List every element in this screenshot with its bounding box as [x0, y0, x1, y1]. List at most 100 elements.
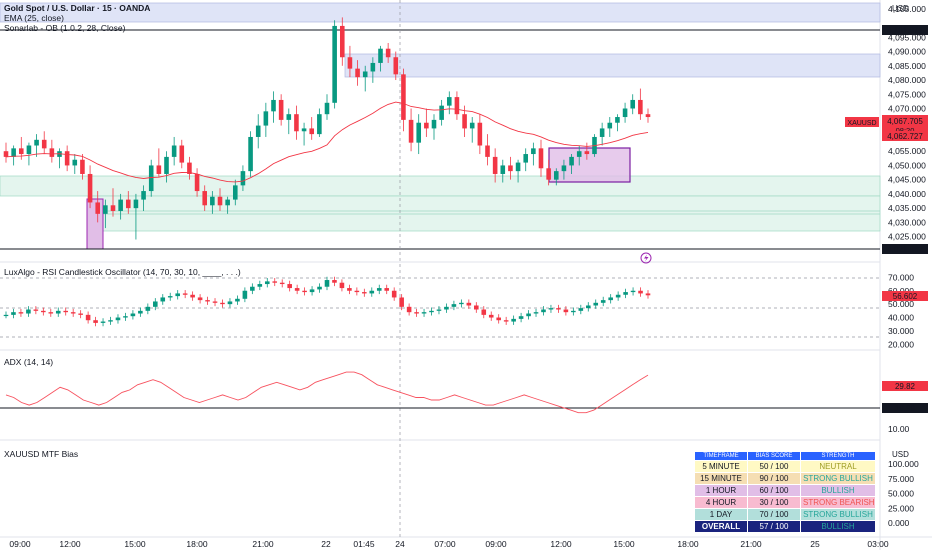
time-tick: 24 — [395, 539, 405, 549]
candle — [408, 108, 414, 152]
row-score: 50 / 100 — [747, 460, 801, 473]
candle — [332, 20, 337, 109]
row-score: 90 / 100 — [747, 472, 801, 485]
row-score: 60 / 100 — [747, 484, 801, 497]
candle — [171, 136, 177, 166]
rsi-value-label: 56.602 — [882, 291, 928, 301]
ob-box-right — [548, 147, 631, 183]
rsi-axis[interactable]: 70.000 60.000 50.000 40.000 30.000 20.000 — [888, 272, 914, 349]
table-row: 15 MINUTE 90 / 100 STRONG BULLISH — [694, 472, 876, 485]
rsi-candle — [242, 287, 248, 303]
rsi-candle — [324, 276, 330, 291]
candle — [424, 108, 429, 137]
symbol-title[interactable]: Gold Spot / U.S. Dollar · 15 · OANDA — [4, 3, 151, 13]
bias-axis[interactable]: 100.000 75.000 50.000 25.000 0.000 — [888, 459, 919, 528]
price-tick: 4,090.000 — [888, 47, 926, 57]
candle — [362, 65, 368, 92]
rsi-candle — [384, 284, 390, 295]
bias-tick: 75.000 — [888, 474, 914, 484]
rsi-candles — [3, 276, 651, 327]
candle — [615, 114, 620, 132]
rsi-candle — [608, 294, 613, 304]
candle — [454, 91, 460, 120]
candle — [294, 105, 299, 140]
rsi-value: 56.602 — [893, 292, 918, 301]
rsi-candle — [533, 308, 539, 317]
candle — [638, 88, 643, 120]
candle — [378, 45, 383, 72]
rsi-candle — [197, 294, 203, 304]
ob-legend[interactable]: Sonarlab - OB (1.0.2, 28, Close) — [4, 23, 126, 33]
header-strength: STRENGTH — [800, 451, 876, 461]
candle — [110, 188, 116, 217]
candle — [324, 94, 330, 120]
price-tick: 4,050.000 — [888, 160, 926, 170]
price-tick: 4,105.000 — [888, 4, 926, 14]
rsi-candle — [548, 304, 554, 313]
rsi-candle — [526, 310, 531, 320]
candle — [523, 148, 529, 172]
countdown-value: 08:20 — [896, 126, 915, 135]
symbol-tag: XAUUSD — [845, 117, 879, 127]
price-tick: 4,035.000 — [888, 203, 926, 213]
bearish-zone-top — [0, 2, 881, 23]
rsi-candle — [85, 311, 91, 324]
rsi-candle — [287, 280, 292, 292]
rsi-candle — [235, 295, 240, 305]
rsi-legend[interactable]: LuxAlgo - RSI Candlestick Oscillator (14… — [4, 267, 241, 277]
rsi-candle — [33, 306, 39, 315]
rsi-candle — [11, 308, 16, 319]
candle — [607, 117, 613, 137]
candle — [393, 51, 399, 81]
time-tick: 07:00 — [434, 539, 456, 549]
candle — [569, 154, 574, 174]
table-row: 1 DAY 70 / 100 STRONG BULLISH — [694, 508, 876, 521]
candle — [309, 117, 315, 140]
rsi-candle — [78, 310, 83, 319]
candle — [546, 159, 551, 186]
price-tick: 4,095.000 — [888, 32, 926, 42]
candle — [416, 114, 422, 155]
price-tick: 4,055.000 — [888, 146, 926, 156]
rsi-candle — [481, 306, 487, 319]
rsi-tick: 20.000 — [888, 339, 914, 349]
rsi-tick: 30.000 — [888, 326, 914, 336]
price-tick: 4,030.000 — [888, 217, 926, 227]
candle — [561, 159, 567, 180]
rsi-candle — [26, 306, 31, 317]
candle — [584, 142, 590, 160]
candle — [179, 139, 185, 169]
candle — [347, 45, 353, 78]
ema-legend[interactable]: EMA (25, close) — [4, 13, 64, 23]
candle — [301, 122, 307, 146]
bearish-order-block — [344, 53, 881, 78]
time-axis[interactable]: 09:00 12:00 15:00 18:00 21:00 22 01:45 24 07:00 0… — [9, 539, 889, 549]
rsi-candle — [362, 288, 367, 297]
time-tick: 18:00 — [677, 539, 699, 549]
symbol-tag-text: XAUUSD — [847, 120, 876, 127]
bias-legend[interactable]: XAUUSD MTF Bias — [4, 449, 79, 459]
rsi-candle — [459, 299, 464, 308]
rsi-candle — [130, 310, 136, 320]
rsi-candle — [369, 287, 375, 297]
rsi-candle — [302, 287, 307, 296]
adx-level-value: 19.99 — [895, 404, 916, 413]
time-tick: 15:00 — [124, 539, 146, 549]
row-strength: BULLISH — [800, 484, 876, 497]
rsi-candle — [623, 288, 628, 299]
rsi-candle — [138, 307, 143, 317]
bias-tick: 100.000 — [888, 459, 919, 469]
adx-legend[interactable]: ADX (14, 14) — [4, 357, 54, 367]
rsi-candle — [414, 308, 419, 317]
adx-tick: 10.00 — [888, 424, 910, 434]
rsi-candle — [421, 308, 427, 317]
lightning-icon[interactable] — [640, 252, 652, 264]
candle — [95, 191, 101, 223]
candle — [317, 108, 322, 137]
adx-line — [5, 371, 649, 414]
rsi-candle — [630, 287, 636, 296]
candle — [469, 117, 475, 143]
candle — [645, 108, 651, 123]
header-timeframe: TIMEFRAME — [694, 451, 748, 461]
